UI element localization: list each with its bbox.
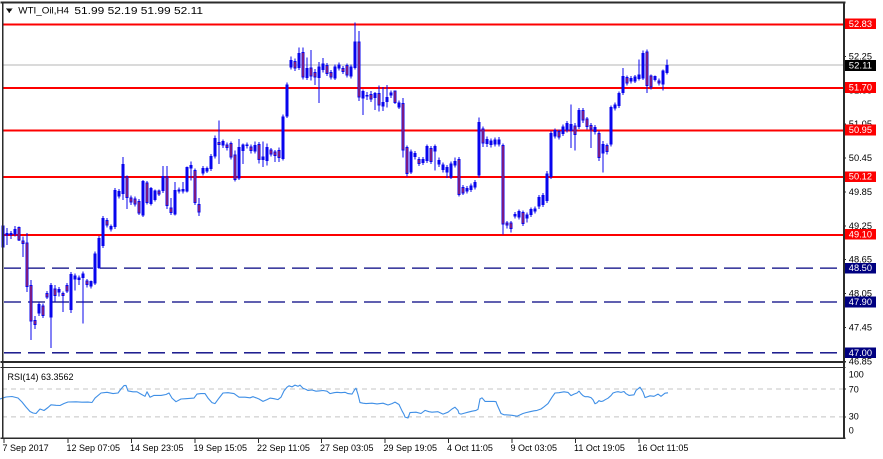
- svg-text:70: 70: [849, 385, 859, 395]
- svg-text:27 Sep 03:05: 27 Sep 03:05: [320, 443, 374, 453]
- svg-text:48.65: 48.65: [849, 255, 872, 265]
- svg-text:0: 0: [849, 426, 854, 436]
- svg-text:47.90: 47.90: [849, 297, 872, 307]
- svg-text:4 Oct 11:05: 4 Oct 11:05: [447, 443, 493, 453]
- svg-text:9 Oct 03:05: 9 Oct 03:05: [511, 443, 558, 453]
- svg-text:49.10: 49.10: [849, 229, 872, 239]
- svg-text:51.70: 51.70: [849, 83, 872, 93]
- svg-text:50.12: 50.12: [849, 172, 872, 182]
- svg-text:48.05: 48.05: [849, 289, 872, 299]
- svg-text:47.00: 47.00: [849, 348, 872, 358]
- svg-text:22 Sep 11:05: 22 Sep 11:05: [257, 443, 310, 453]
- svg-text:49.25: 49.25: [849, 221, 872, 231]
- svg-text:11 Oct 19:05: 11 Oct 19:05: [574, 443, 625, 453]
- svg-text:48.50: 48.50: [849, 263, 872, 273]
- svg-text:52.83: 52.83: [849, 19, 872, 29]
- svg-text:47.45: 47.45: [849, 323, 872, 333]
- svg-text:29 Sep 19:05: 29 Sep 19:05: [384, 443, 438, 453]
- svg-text:100: 100: [849, 370, 864, 380]
- svg-text:WTI_Oil,H4: WTI_Oil,H4: [18, 5, 69, 16]
- svg-text:14 Sep 23:05: 14 Sep 23:05: [130, 443, 184, 453]
- svg-text:49.85: 49.85: [849, 187, 872, 197]
- svg-text:7 Sep 2017: 7 Sep 2017: [3, 443, 49, 453]
- svg-text:16 Oct 11:05: 16 Oct 11:05: [638, 443, 689, 453]
- svg-text:12 Sep 07:05: 12 Sep 07:05: [67, 443, 121, 453]
- svg-text:30: 30: [849, 412, 859, 422]
- svg-text:19 Sep 15:05: 19 Sep 15:05: [194, 443, 248, 453]
- svg-text:52.25: 52.25: [849, 52, 872, 62]
- svg-text:50.45: 50.45: [849, 153, 872, 163]
- svg-text:50.95: 50.95: [849, 125, 872, 135]
- svg-text:RSI(14) 63.3562: RSI(14) 63.3562: [8, 372, 74, 383]
- svg-text:51.05: 51.05: [849, 119, 872, 129]
- svg-text:46.85: 46.85: [849, 356, 872, 366]
- svg-text:51.99 52.19 51.99 52.11: 51.99 52.19 51.99 52.11: [74, 6, 203, 17]
- svg-text:52.11: 52.11: [849, 60, 872, 70]
